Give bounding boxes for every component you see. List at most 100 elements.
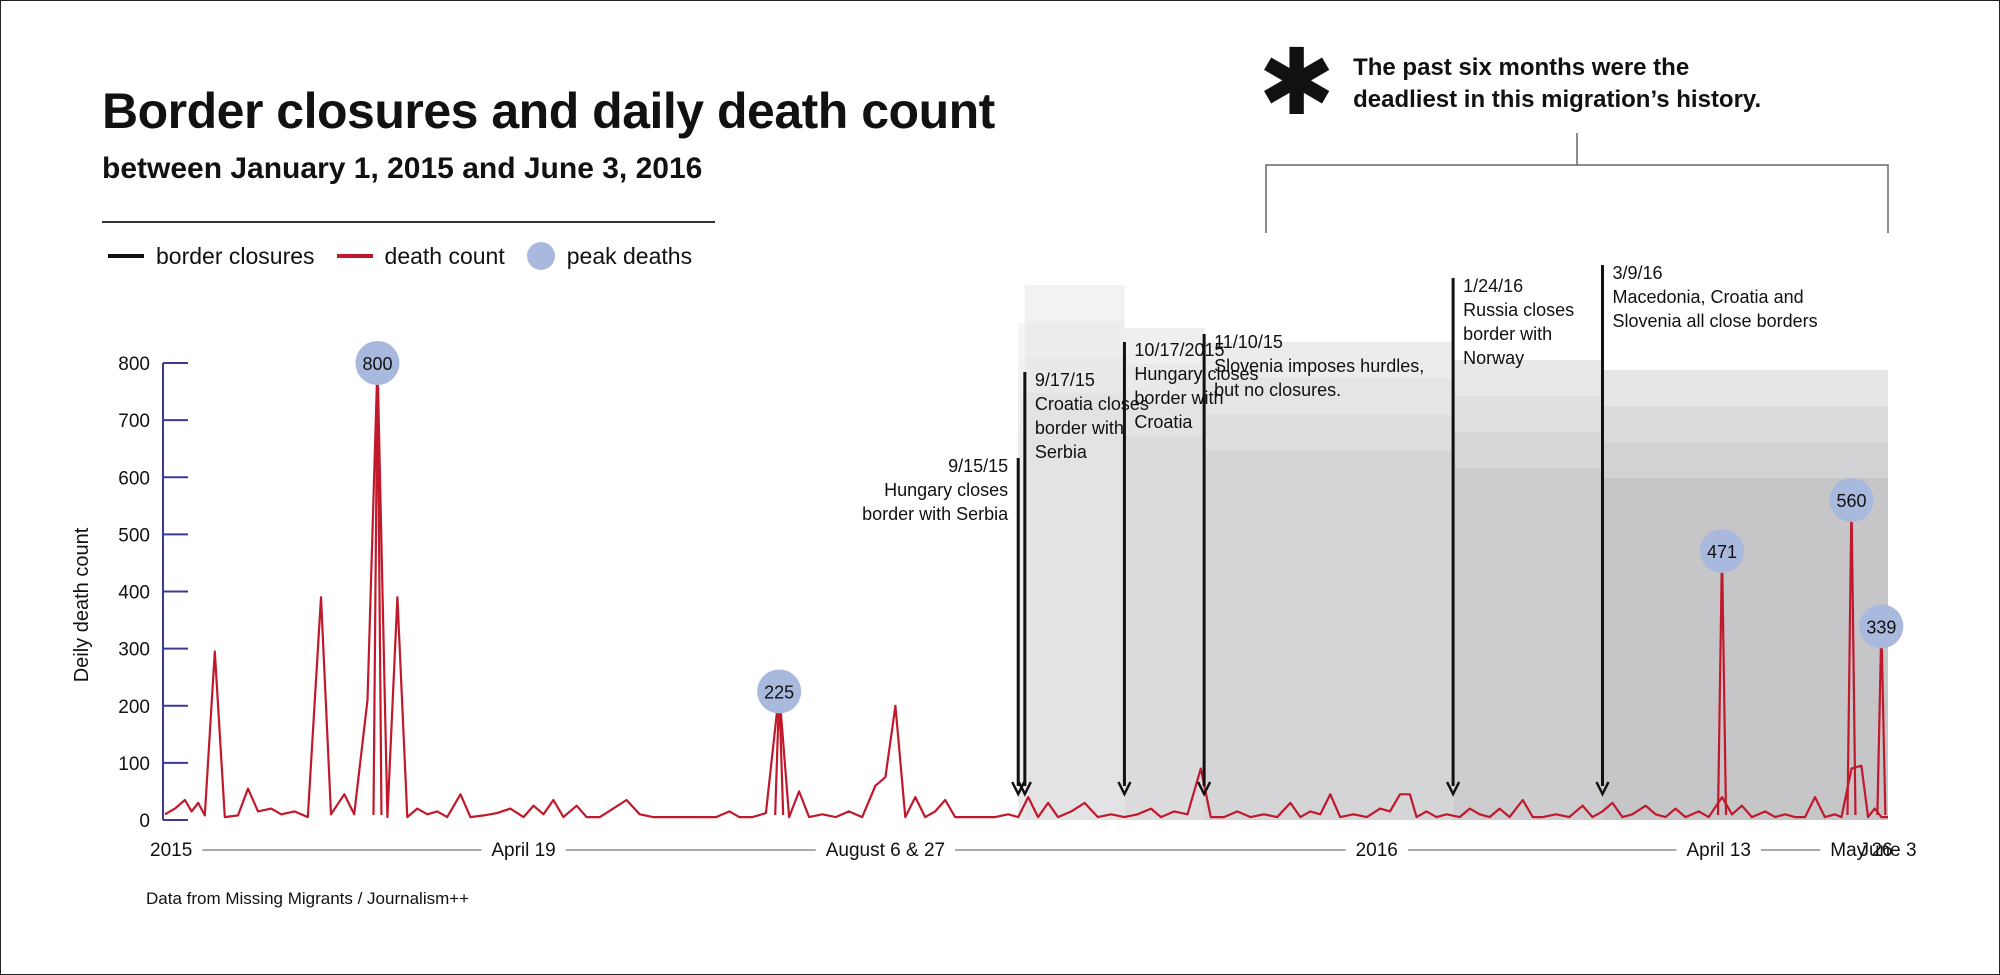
x-axis: 2015 April 19 August 6 & 27 2016 April 13 May… — [150, 840, 1917, 861]
closure-description: border with — [1035, 418, 1124, 438]
background-band-stripe — [1024, 357, 1125, 393]
legend: border closures death count peak deaths — [108, 242, 714, 270]
background-band — [1453, 360, 1603, 820]
deadliest-note: ✱ The past six months were the deadliest… — [1258, 32, 1793, 134]
closure-arrowhead — [1595, 781, 1610, 797]
closure-description: Croatia — [1134, 412, 1193, 432]
closure-arrowhead — [1196, 781, 1212, 797]
closure-description: border with — [1463, 324, 1552, 344]
peak-label: 339 — [1866, 617, 1896, 637]
peak-label: 560 — [1836, 491, 1866, 511]
asterisk-icon: ✱ — [1258, 32, 1336, 134]
background-band-stripe — [1602, 370, 1888, 406]
background-band-stripe — [1024, 321, 1125, 357]
x-tick-label: May 26 — [1830, 840, 1892, 861]
background-band-stripe — [1124, 328, 1205, 364]
background-band-stripe — [1018, 323, 1025, 359]
closure-description: Croatia closes — [1035, 394, 1149, 414]
background-band — [1124, 328, 1205, 820]
y-tick-label: 800 — [118, 354, 150, 375]
peak-markers: 800 225 471 560 339 — [355, 341, 1904, 714]
y-tick-label: 400 — [118, 583, 150, 604]
background-band — [1602, 370, 1888, 820]
background-band-stripe — [1453, 396, 1603, 432]
closure-description: Slovenia imposes hurdles, — [1214, 356, 1424, 376]
background-band-stripe — [1124, 400, 1205, 436]
background-band-stripe — [1602, 442, 1888, 478]
closure-date: 11/10/15 — [1214, 332, 1283, 352]
background-band-stripe — [1204, 414, 1454, 450]
closure-description: Russia closes — [1463, 300, 1574, 320]
peak-circle — [757, 669, 802, 714]
peak-circle — [1829, 478, 1874, 523]
background-band-stripe — [1024, 285, 1125, 321]
legend-label-border-closures: border closures — [156, 242, 315, 269]
background-band-stripe — [1602, 406, 1888, 442]
x-tick-label: June 3 — [1859, 840, 1916, 861]
peak-label: 471 — [1707, 542, 1737, 562]
title-divider — [102, 221, 715, 223]
data-source: Data from Missing Migrants / Journalism+… — [146, 889, 470, 908]
x-tick-label: April 13 — [1686, 840, 1750, 861]
legend-label-death-count: death count — [384, 242, 505, 269]
closure-date: 3/9/16 — [1612, 263, 1662, 283]
closure-description: Macedonia, Croatia and — [1612, 287, 1803, 307]
closure-description: Slovenia all close borders — [1612, 311, 1817, 331]
peak-circle — [1859, 604, 1904, 649]
x-tick-label: 2015 — [150, 840, 192, 861]
y-tick-label: 500 — [118, 525, 150, 546]
closure-arrowhead — [1117, 781, 1132, 797]
x-tick-label: April 19 — [491, 840, 555, 861]
y-tick-label: 600 — [118, 468, 150, 489]
chart-title: Border closures and daily death count — [102, 83, 995, 139]
legend-peak-deaths: peak deaths — [526, 242, 693, 270]
y-tick-label: 0 — [139, 811, 150, 832]
deadliest-note-text: The past six months were the deadliest i… — [1353, 54, 1762, 113]
closure-description: but no closures. — [1214, 380, 1341, 400]
closure-date: 9/15/15 — [948, 456, 1008, 476]
y-tick-label: 700 — [118, 411, 150, 432]
peak-label: 800 — [362, 354, 392, 374]
death-count-line — [164, 361, 1888, 819]
closure-date: 9/17/15 — [1035, 370, 1095, 390]
closure-description: Norway — [1463, 348, 1524, 368]
background-band-stripe — [1018, 395, 1025, 431]
closure-description: Hungary closes — [1134, 364, 1258, 384]
peak-deaths-swatch — [526, 242, 555, 270]
background-bands — [1018, 285, 1888, 820]
background-band-stripe — [1124, 364, 1205, 400]
x-tick-label: 2016 — [1356, 840, 1398, 861]
background-band — [1024, 285, 1125, 820]
y-tick-label: 300 — [118, 640, 150, 661]
death-count-swatch — [336, 254, 373, 258]
y-tick-label: 100 — [118, 754, 150, 775]
closure-arrowhead — [1445, 781, 1461, 797]
closure-description: border with — [1134, 388, 1223, 408]
legend-border-closures: border closures — [108, 243, 315, 270]
chart-subtitle: between January 1, 2015 and June 3, 2016 — [102, 152, 703, 185]
closure-arrowhead — [1017, 781, 1032, 797]
background-band-stripe — [1453, 360, 1603, 396]
background-band-stripe — [1204, 378, 1454, 414]
closure-date: 1/24/16 — [1463, 276, 1523, 296]
y-axis-title: Deily death count — [71, 527, 93, 682]
six-month-bracket — [1265, 133, 1889, 233]
y-tick-label: 200 — [118, 697, 150, 718]
x-tick-label: August 6 & 27 — [826, 840, 945, 861]
background-band — [1204, 342, 1454, 820]
background-band-stripe — [1204, 342, 1454, 378]
legend-label-peak-deaths: peak deaths — [566, 242, 693, 269]
peak-label: 225 — [764, 682, 794, 702]
closure-description: Serbia — [1035, 442, 1088, 462]
closure-description: border with Serbia — [862, 504, 1009, 524]
border-closure-markers: 9/15/15 Hungary closes border with Serbia 9… — [862, 263, 1818, 797]
background-band — [1018, 323, 1025, 820]
y-axis: 0 100 200 300 400 500 600 700 800 — [118, 354, 188, 832]
peak-circle — [1700, 528, 1745, 573]
background-band-stripe — [1018, 359, 1025, 395]
peak-circle — [355, 341, 400, 385]
closure-date: 10/17/2015 — [1134, 340, 1224, 360]
bracket-line — [1265, 164, 1889, 233]
background-band-stripe — [1453, 432, 1603, 468]
